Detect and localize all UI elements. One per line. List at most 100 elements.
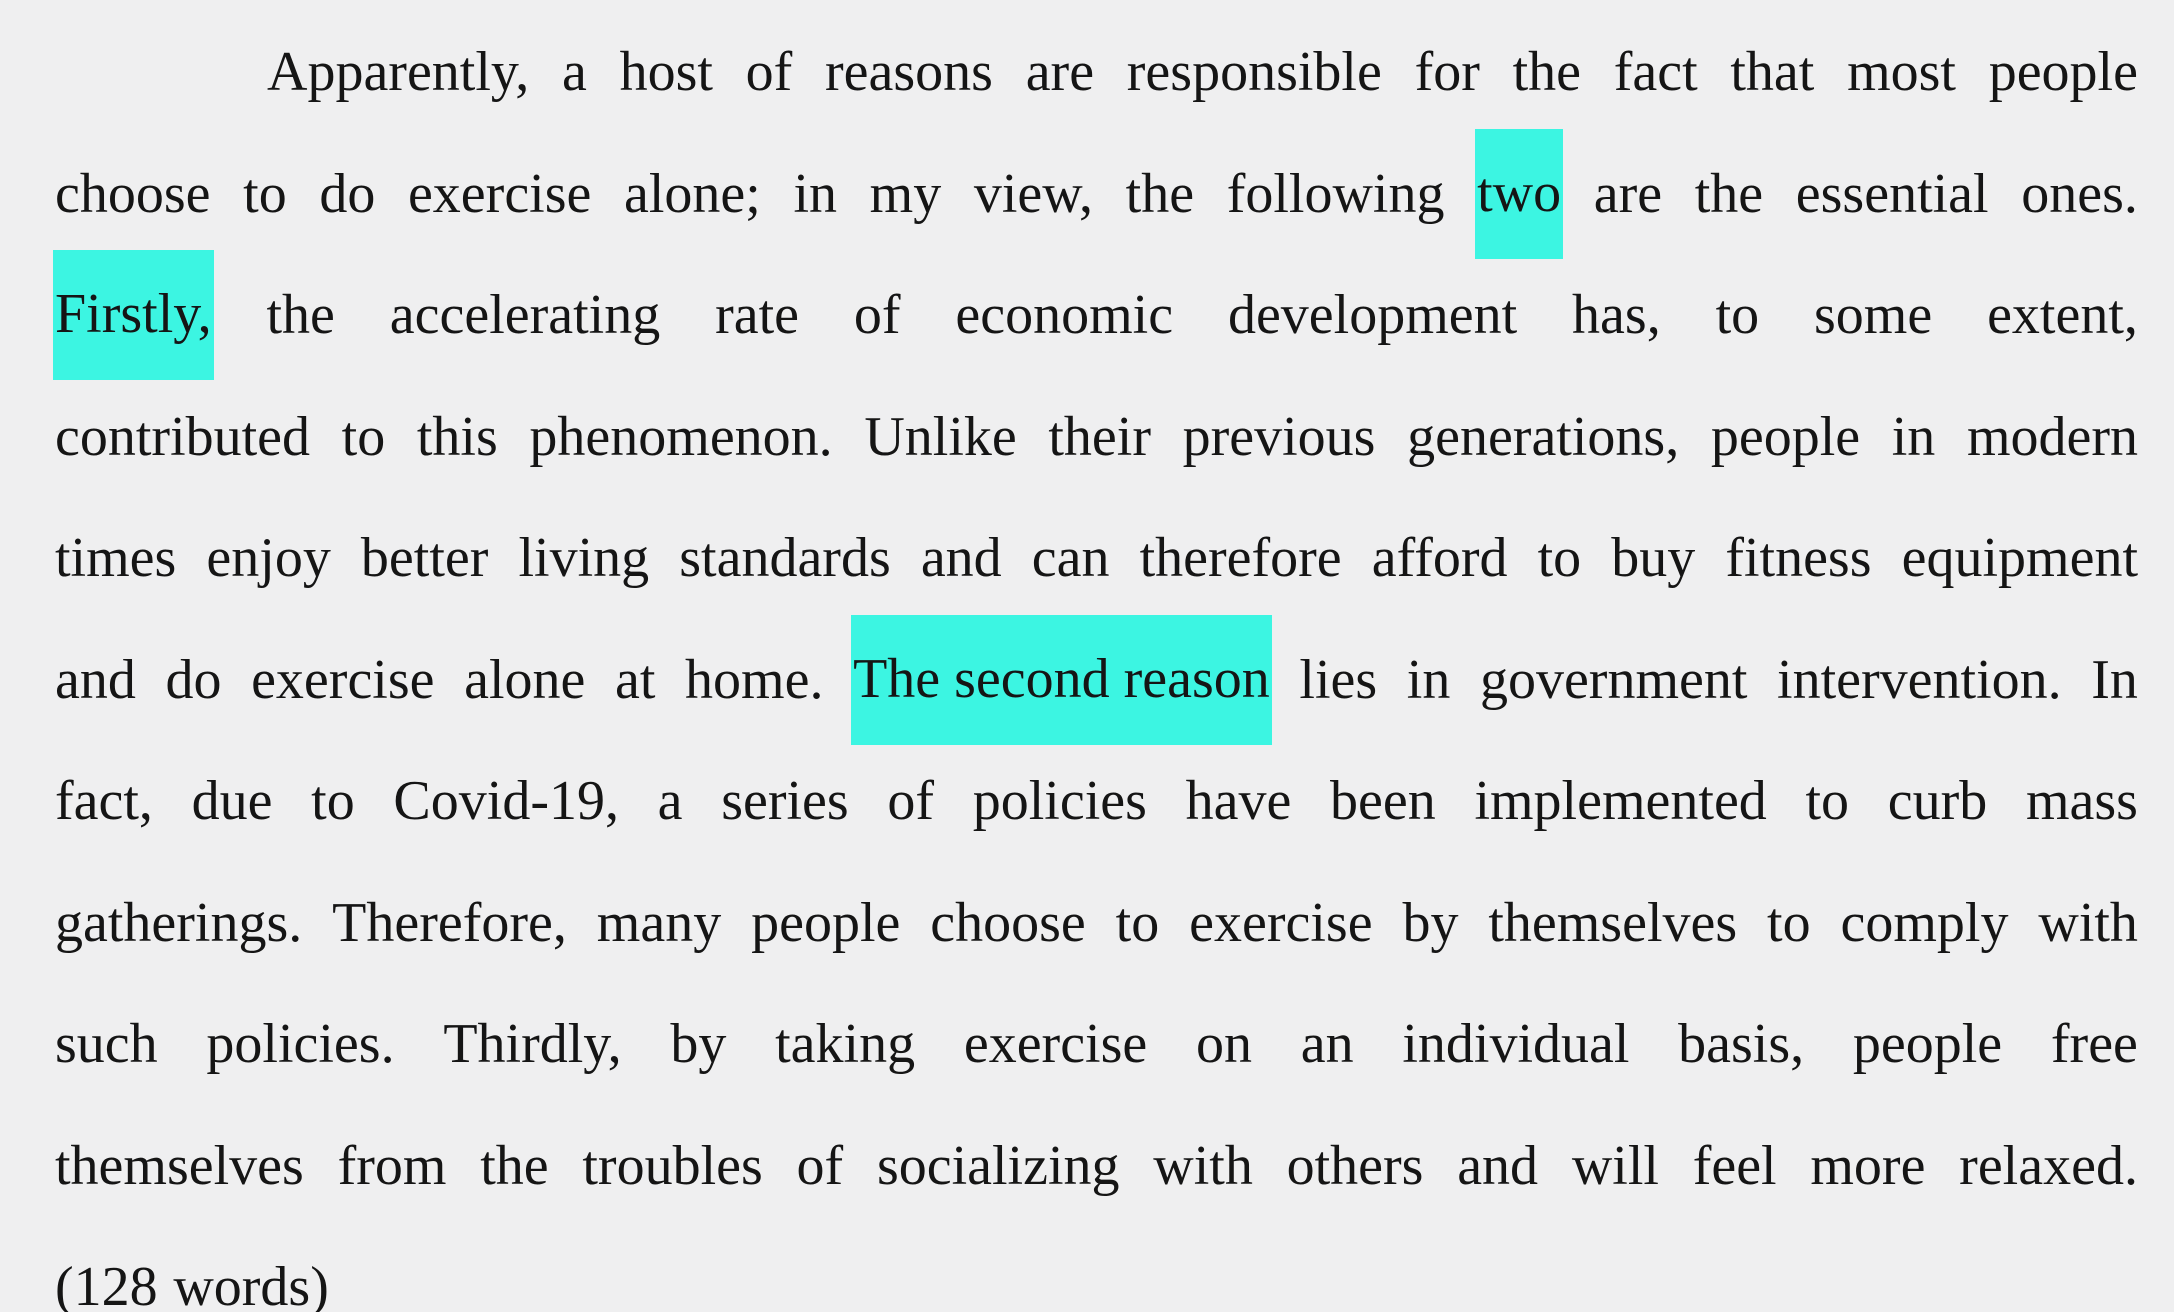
word: some <box>1813 284 1933 346</box>
word: to <box>1767 891 1811 954</box>
word: afford <box>1371 527 1508 589</box>
word: to <box>243 162 287 225</box>
word: view, <box>973 162 1094 225</box>
word: taking <box>775 1013 916 1075</box>
word: due <box>191 770 273 832</box>
word: the <box>1694 162 1764 225</box>
word: alone; <box>624 162 761 225</box>
word: most <box>1847 41 1956 103</box>
text-line: themselves from the troubles of socializing wi… <box>55 1110 2138 1222</box>
word: home. <box>685 648 824 711</box>
word: responsible <box>1126 41 1382 103</box>
word: accelerating <box>389 284 661 346</box>
word: from <box>337 1134 447 1197</box>
word: others <box>1286 1134 1424 1197</box>
word: buy <box>1611 527 1696 589</box>
word: with <box>1153 1134 1253 1197</box>
word: to <box>311 770 355 832</box>
word: people <box>1988 41 2138 103</box>
word: do <box>165 648 222 711</box>
word: gatherings. <box>55 891 303 954</box>
text-line: choose to do exercise alone; in my view, the foll… <box>55 128 2138 259</box>
word: by <box>1402 891 1459 954</box>
word: in <box>793 162 838 225</box>
word: of <box>887 770 935 832</box>
word: relaxed. <box>1959 1134 2138 1197</box>
word: for <box>1414 41 1480 103</box>
word: host <box>619 41 713 103</box>
word: equipment <box>1901 527 2138 589</box>
word: to <box>1805 770 1850 832</box>
word: with <box>2038 891 2138 954</box>
word: development <box>1227 284 1518 346</box>
word: contributed <box>55 405 311 468</box>
word: intervention. <box>1777 648 2062 711</box>
word: Thirdly, <box>443 1013 622 1075</box>
word: individual <box>1402 1013 1630 1075</box>
word: series <box>721 770 849 832</box>
word: people <box>751 891 901 954</box>
word: on <box>1196 1013 1252 1075</box>
word: exercise <box>963 1013 1148 1075</box>
word: in <box>1891 405 1936 468</box>
word: troubles <box>582 1134 763 1197</box>
word: people <box>1710 405 1861 468</box>
word: modern <box>1966 405 2138 468</box>
word: that <box>1730 41 1815 103</box>
word: fitness <box>1725 527 1872 589</box>
text-line: gatherings. Therefore, many people choose to e… <box>55 867 2138 979</box>
word: by <box>670 1013 727 1075</box>
word: do <box>319 162 376 225</box>
word: policies <box>972 770 1147 832</box>
word: times <box>55 527 177 589</box>
word: the <box>1125 162 1195 225</box>
word: are <box>1025 41 1095 103</box>
word: the <box>266 284 335 346</box>
word: the <box>1512 41 1581 103</box>
word: Covid-19, <box>393 770 619 832</box>
word: to <box>1115 891 1160 954</box>
word: more <box>1810 1134 1926 1197</box>
word: extent, <box>1987 284 2138 346</box>
word: of <box>745 41 793 103</box>
word: themselves <box>55 1134 304 1197</box>
word: feel <box>1692 1134 1777 1197</box>
word: have <box>1185 770 1292 832</box>
word: free <box>2050 1013 2138 1075</box>
word: such <box>55 1013 158 1075</box>
word: a <box>562 41 587 103</box>
word: fact, <box>55 770 153 832</box>
word: this <box>416 405 498 468</box>
word: economic <box>955 284 1174 346</box>
word: (128 <box>55 1256 158 1312</box>
text-line: such policies. Thirdly, by taking exercise on a… <box>55 988 2138 1100</box>
word: of <box>853 284 901 346</box>
word: socializing <box>876 1134 1120 1197</box>
text-line: fact, due to Covid-19, a series of policies have… <box>55 745 2138 857</box>
word: exercise <box>251 648 435 711</box>
word: their <box>1048 405 1151 468</box>
word: people <box>1852 1013 2003 1075</box>
word: in <box>1406 648 1451 711</box>
word: Apparently, <box>267 41 530 103</box>
word: and <box>55 648 136 711</box>
word: better <box>360 527 489 589</box>
word: reasons <box>825 41 993 103</box>
word: themselves <box>1488 891 1738 954</box>
word: choose <box>930 891 1086 954</box>
word: Therefore, <box>332 891 567 954</box>
text-line: and do exercise alone at home. The second reas… <box>55 614 2138 745</box>
word: and <box>920 527 1002 589</box>
word: enjoy <box>206 527 331 589</box>
word: will <box>1571 1134 1659 1197</box>
word: ones. <box>2021 162 2138 225</box>
word: lies <box>1299 648 1378 711</box>
word: an <box>1300 1013 1354 1075</box>
word: are <box>1593 162 1663 225</box>
word: phenomenon. <box>529 405 833 468</box>
text-line: (128 words) <box>55 1231 2138 1312</box>
word: essential <box>1795 162 1989 225</box>
word: has, <box>1572 284 1661 346</box>
highlighted-phrase: two <box>1475 128 1564 259</box>
